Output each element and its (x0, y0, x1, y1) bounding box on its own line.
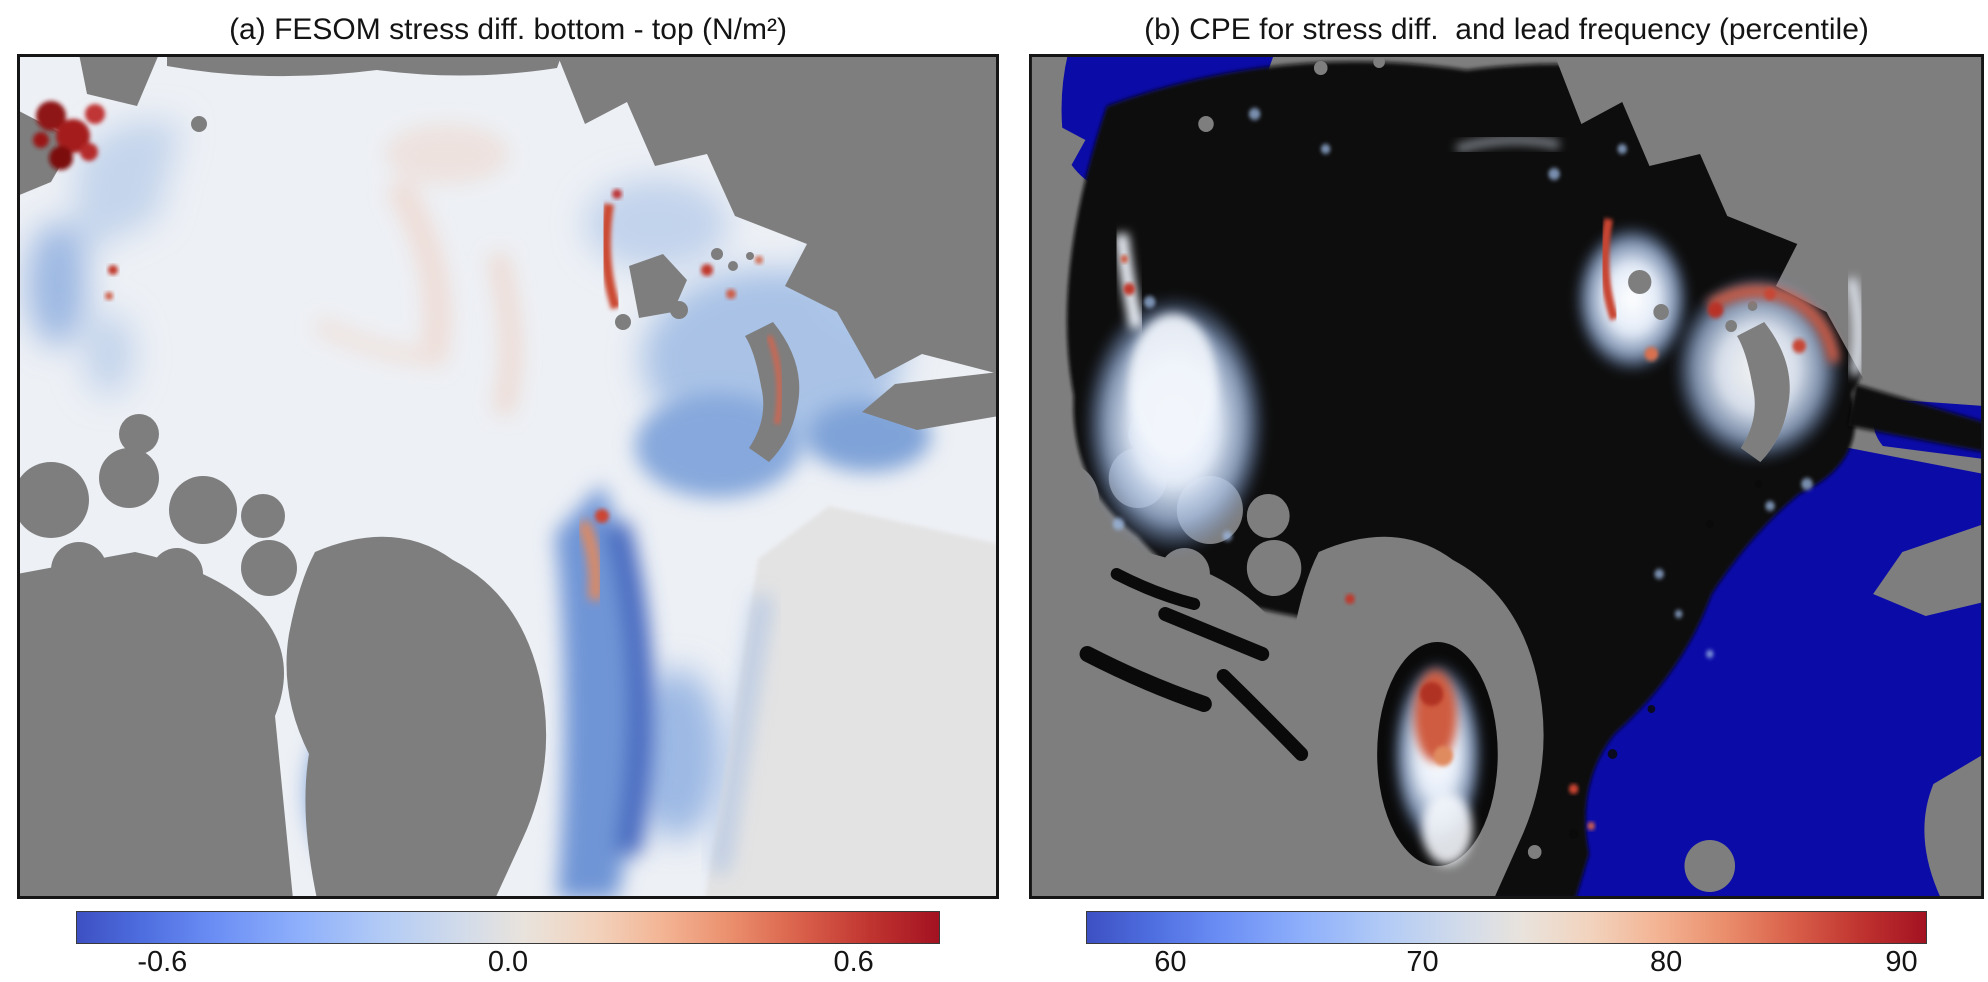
panel-b: (b) CPE for stress diff. and lead freque… (1029, 6, 1984, 982)
colorbar-a-tick-1: 0.0 (487, 946, 529, 978)
map-a-frame (17, 54, 999, 899)
panel-b-tick-row: 60 70 80 90 (1086, 944, 1926, 982)
panel-b-colorbar: 60 70 80 90 (1086, 911, 1927, 982)
panel-a-title: (a) FESOM stress diff. bottom - top (N/m… (229, 13, 787, 46)
panel-b-colorbar-gradient (1086, 911, 1927, 944)
panel-b-map (1029, 54, 1984, 899)
panel-a-colorbar-gradient (75, 911, 941, 944)
panel-a-colorbar: -0.6 0.0 0.6 (75, 911, 941, 982)
panel-a-tick-row: -0.6 0.0 0.6 (76, 944, 940, 982)
colorbar-b-tick-1: 70 (1406, 946, 1439, 978)
mask-speckles (1568, 480, 1763, 839)
colorbar-b-tick-0: 60 (1154, 946, 1187, 978)
wedge-edge-blue (711, 594, 771, 874)
no-data-wedge (705, 506, 999, 899)
map-b-art (1029, 54, 1984, 899)
mask-right-arm (1847, 384, 1984, 452)
land-layer (17, 54, 999, 899)
hotspots-layer-b (1120, 218, 1841, 830)
colorbar-a-tick-0: -0.6 (137, 946, 188, 978)
faint-positive-ridges (312, 124, 521, 417)
panel-a: (a) FESOM stress diff. bottom - top (N/m… (17, 6, 999, 982)
map-a-art (17, 54, 999, 899)
hotspots-layer (33, 101, 783, 601)
colorbar-a-tick-2: 0.6 (833, 946, 874, 978)
panel-a-map (17, 54, 999, 899)
panel-b-title: (b) CPE for stress diff. and lead freque… (1144, 13, 1869, 46)
archipelago-channels (1079, 568, 1309, 761)
colorbar-b-tick-3: 90 (1885, 946, 1918, 978)
colorbar-b-tick-2: 80 (1650, 946, 1683, 978)
map-b-frame (1029, 54, 1984, 899)
